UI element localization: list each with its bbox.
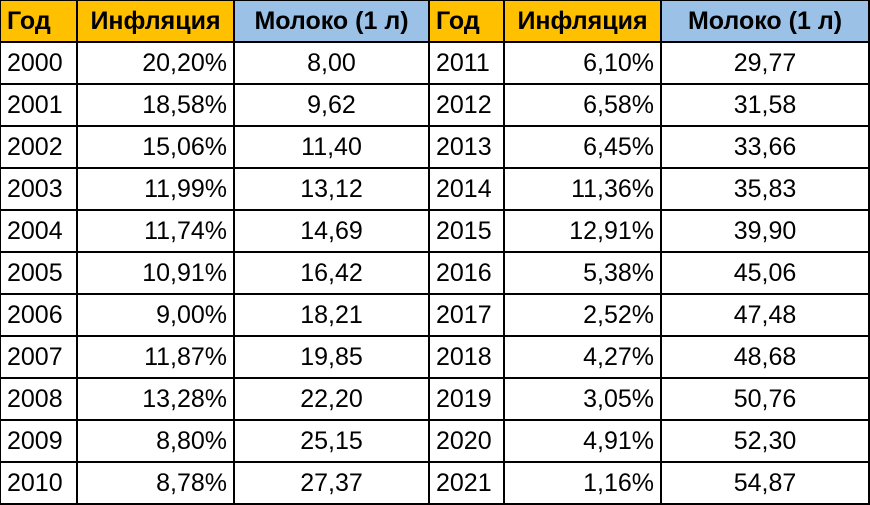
table-cell: 2014 bbox=[430, 169, 505, 211]
table-cell: 14,69 bbox=[235, 211, 430, 253]
table-cell: 4,91% bbox=[505, 421, 662, 463]
table-cell: 13,12 bbox=[235, 169, 430, 211]
table-cell: 12,91% bbox=[505, 211, 662, 253]
table-cell: 2020 bbox=[430, 421, 505, 463]
table-cell: 48,68 bbox=[662, 337, 870, 379]
table-cell: 11,74% bbox=[78, 211, 235, 253]
table-cell: 2017 bbox=[430, 295, 505, 337]
header-cell: Молоко (1 л) bbox=[235, 1, 430, 43]
table-cell: 52,30 bbox=[662, 421, 870, 463]
table-cell: 2018 bbox=[430, 337, 505, 379]
table-cell: 11,99% bbox=[78, 169, 235, 211]
table-cell: 3,05% bbox=[505, 379, 662, 421]
table-cell: 11,40 bbox=[235, 127, 430, 169]
table-cell: 8,78% bbox=[78, 463, 235, 505]
table-cell: 15,06% bbox=[78, 127, 235, 169]
table-cell: 9,62 bbox=[235, 85, 430, 127]
header-cell: Год bbox=[430, 1, 505, 43]
table-cell: 9,00% bbox=[78, 295, 235, 337]
table-cell: 16,42 bbox=[235, 253, 430, 295]
table-cell: 2000 bbox=[1, 43, 78, 85]
table-cell: 22,20 bbox=[235, 379, 430, 421]
table-cell: 19,85 bbox=[235, 337, 430, 379]
table-cell: 2012 bbox=[430, 85, 505, 127]
table-cell: 33,66 bbox=[662, 127, 870, 169]
table-cell: 20,20% bbox=[78, 43, 235, 85]
table-cell: 2,52% bbox=[505, 295, 662, 337]
table-cell: 2007 bbox=[1, 337, 78, 379]
table-cell: 2021 bbox=[430, 463, 505, 505]
table-cell: 2010 bbox=[1, 463, 78, 505]
table-cell: 54,87 bbox=[662, 463, 870, 505]
table-cell: 31,58 bbox=[662, 85, 870, 127]
table-cell: 47,48 bbox=[662, 295, 870, 337]
table-cell: 39,90 bbox=[662, 211, 870, 253]
table-cell: 25,15 bbox=[235, 421, 430, 463]
table-cell: 2008 bbox=[1, 379, 78, 421]
header-cell: Молоко (1 л) bbox=[662, 1, 870, 43]
table-cell: 6,10% bbox=[505, 43, 662, 85]
table-cell: 2013 bbox=[430, 127, 505, 169]
table-cell: 2002 bbox=[1, 127, 78, 169]
header-cell: Инфляция bbox=[505, 1, 662, 43]
table-cell: 2006 bbox=[1, 295, 78, 337]
table-cell: 35,83 bbox=[662, 169, 870, 211]
table-cell: 45,06 bbox=[662, 253, 870, 295]
table-cell: 2004 bbox=[1, 211, 78, 253]
header-cell: Год bbox=[1, 1, 78, 43]
table-cell: 10,91% bbox=[78, 253, 235, 295]
header-cell: Инфляция bbox=[78, 1, 235, 43]
table-cell: 50,76 bbox=[662, 379, 870, 421]
table-cell: 2011 bbox=[430, 43, 505, 85]
table-cell: 8,00 bbox=[235, 43, 430, 85]
table-cell: 2005 bbox=[1, 253, 78, 295]
table-cell: 8,80% bbox=[78, 421, 235, 463]
table-cell: 11,36% bbox=[505, 169, 662, 211]
table-cell: 2001 bbox=[1, 85, 78, 127]
table-cell: 1,16% bbox=[505, 463, 662, 505]
table-cell: 2015 bbox=[430, 211, 505, 253]
table-cell: 6,58% bbox=[505, 85, 662, 127]
table-cell: 18,21 bbox=[235, 295, 430, 337]
table-cell: 5,38% bbox=[505, 253, 662, 295]
table-cell: 2009 bbox=[1, 421, 78, 463]
table-cell: 18,58% bbox=[78, 85, 235, 127]
table-cell: 4,27% bbox=[505, 337, 662, 379]
table-cell: 13,28% bbox=[78, 379, 235, 421]
table-cell: 2016 bbox=[430, 253, 505, 295]
table-cell: 6,45% bbox=[505, 127, 662, 169]
table-cell: 2003 bbox=[1, 169, 78, 211]
table-cell: 27,37 bbox=[235, 463, 430, 505]
table-cell: 2019 bbox=[430, 379, 505, 421]
table-cell: 29,77 bbox=[662, 43, 870, 85]
table-cell: 11,87% bbox=[78, 337, 235, 379]
